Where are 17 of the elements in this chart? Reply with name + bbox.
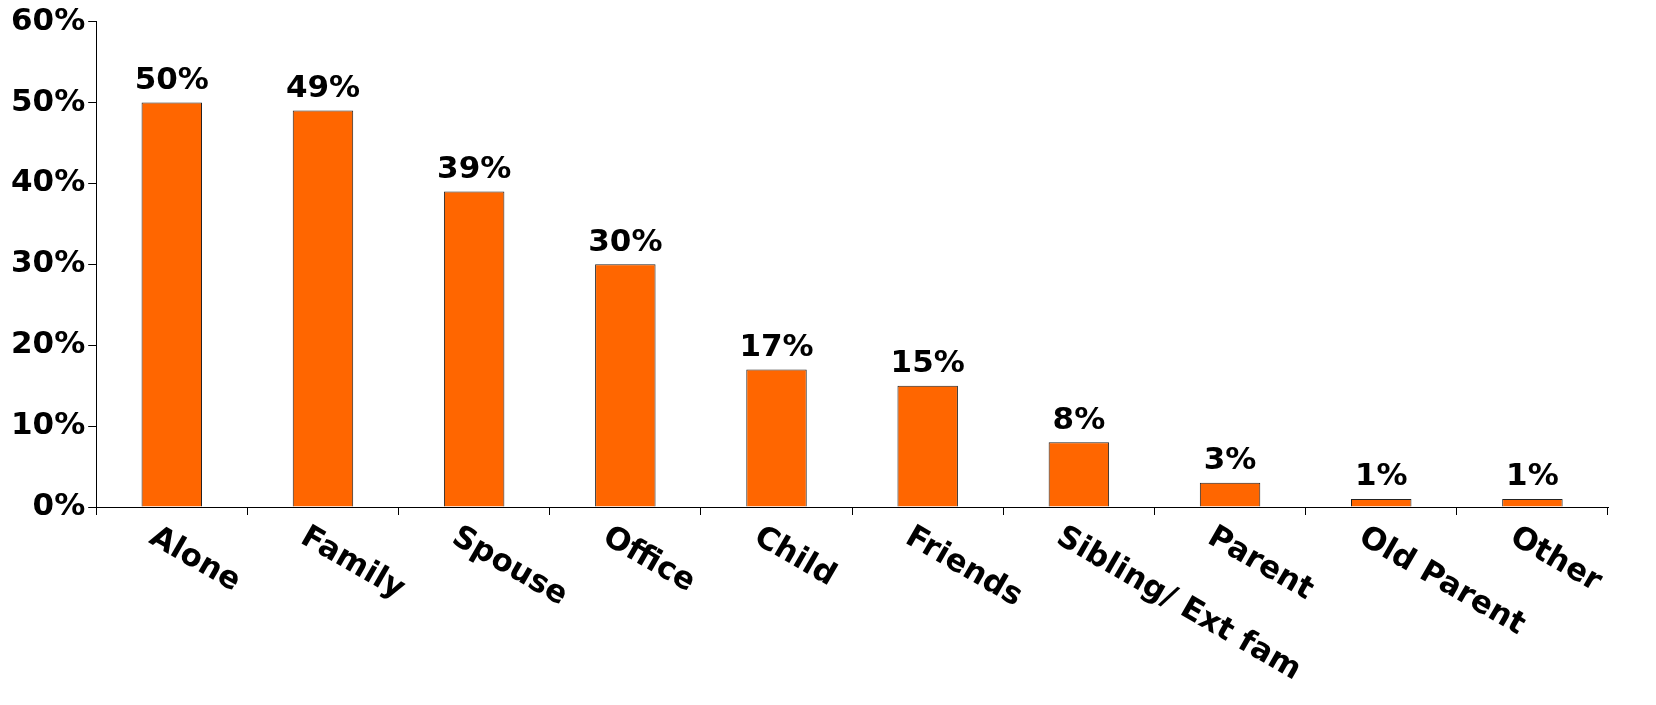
data-label: 1% bbox=[1506, 456, 1559, 493]
y-tick-label: 50% bbox=[11, 81, 86, 118]
data-label: 3% bbox=[1203, 440, 1257, 477]
y-tick-label: 40% bbox=[11, 162, 86, 199]
y-tick-label: 10% bbox=[11, 405, 86, 442]
data-label: 39% bbox=[437, 149, 512, 186]
data-label: 8% bbox=[1052, 399, 1106, 436]
y-tick-label: 20% bbox=[11, 324, 86, 361]
data-label: 50% bbox=[134, 60, 209, 97]
data-label: 49% bbox=[285, 68, 361, 105]
y-tick-label: 0% bbox=[32, 486, 86, 523]
y-tick-label: 30% bbox=[11, 243, 86, 280]
y-tick-label: 60% bbox=[11, 0, 86, 37]
data-label: 17% bbox=[739, 327, 814, 364]
data-label: 15% bbox=[890, 343, 965, 380]
data-label: 30% bbox=[588, 221, 663, 258]
data-label: 1% bbox=[1354, 456, 1408, 493]
